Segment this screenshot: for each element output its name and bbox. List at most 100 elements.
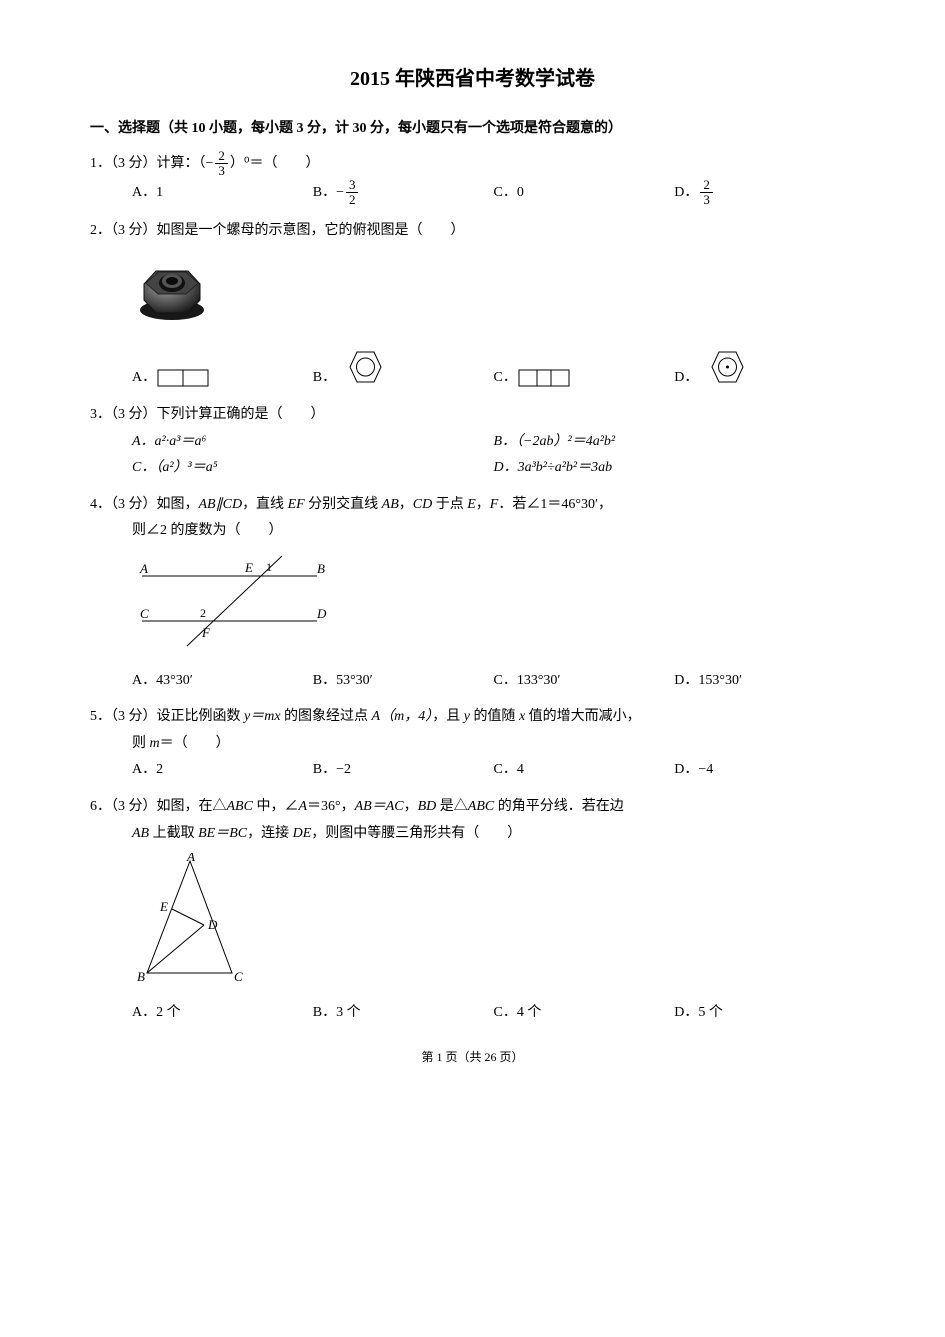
q4-label-E: E	[244, 560, 253, 575]
q6-figure: A B C D E	[132, 853, 855, 994]
q4-s1j: E	[467, 497, 476, 512]
q5-sg: 的值随	[470, 709, 519, 724]
q3-options-row2: C．（a²）³＝a⁵ D．3a³b²÷a²b²＝3ab	[132, 455, 855, 482]
q1-optD-num: 2	[700, 178, 713, 193]
q4-s1g: ，	[399, 497, 413, 512]
q2-optD: D．	[674, 342, 855, 392]
q4-figure: A B C D E F 1 2	[132, 551, 855, 662]
q4-optA: A．43°30′	[132, 668, 313, 695]
q5-optB: B．−2	[313, 757, 494, 784]
q1-optB-frac: 32	[346, 178, 359, 208]
q1-optA: A．1	[132, 180, 313, 207]
q1-optB: B．−32	[313, 178, 494, 208]
question-5: 5．（3 分）设正比例函数 y＝mx 的图象经过点 A（m，4），且 y 的值随…	[90, 704, 855, 784]
q5-se: ，且	[432, 709, 464, 724]
q4-s1d: EF	[288, 497, 305, 512]
q2-options: A． B． C． D．	[132, 342, 855, 392]
q4-label-ang2: 2	[200, 606, 206, 620]
q5-options: A．2 B．−2 C．4 D．−4	[132, 757, 855, 784]
q5-optA: A．2	[132, 757, 313, 784]
q4-s1m: ．若∠1＝46°30′，	[498, 497, 612, 512]
q6-sk: 的角平分线．若在边	[494, 799, 624, 814]
q6-sh: BD	[418, 799, 437, 814]
q6-stem-line2: AB 上截取 BE＝BC，连接 DE，则图中等腰三角形共有（ ）	[132, 821, 855, 848]
q2-optC-icon	[517, 364, 572, 392]
q4-label-F: F	[201, 625, 211, 640]
section-header: 一、选择题（共 10 小题，每小题 3 分，计 30 分，每小题只有一个选项是符…	[90, 116, 855, 143]
q4-optD: D．153°30′	[674, 668, 855, 695]
q6-se: ＝36°，	[307, 799, 355, 814]
q4-s1a: 4．（3 分）如图，	[90, 497, 199, 512]
q2-optC: C．	[494, 364, 675, 392]
q4-optC: C．133°30′	[494, 668, 675, 695]
q1-optB-den: 2	[346, 193, 359, 207]
q6-optD: D．5 个	[674, 1000, 855, 1027]
q2-optB-icon	[336, 342, 391, 392]
q6-options: A．2 个 B．3 个 C．4 个 D．5 个	[132, 1000, 855, 1027]
q5-sc: 的图象经过点	[281, 709, 372, 724]
q6-s2c: BE＝BC	[198, 826, 247, 841]
q1-optD-frac: 23	[700, 178, 713, 208]
q6-label-E: E	[159, 899, 168, 914]
q5-sb: y＝mx	[244, 709, 281, 724]
q5-sa: 5．（3 分）设正比例函数	[90, 709, 244, 724]
q3-optB: B．（−2ab）²＝4a²b²	[494, 429, 856, 456]
q4-label-ang1: 1	[266, 560, 272, 574]
q6-stem: 6．（3 分）如图，在△ABC 中，∠A＝36°，AB＝AC，BD 是△ABC …	[90, 794, 855, 821]
q6-sc: 中，∠	[253, 799, 299, 814]
q3-stem: 3．（3 分）下列计算正确的是（ ）	[90, 402, 855, 429]
q4-s1i: 于点	[432, 497, 467, 512]
q2-optA-icon	[156, 364, 211, 392]
q6-sg: ，	[404, 799, 418, 814]
q5-s2a: 则	[132, 736, 150, 751]
q2-optA: A．	[132, 364, 313, 392]
q2-optC-label: C．	[494, 365, 517, 392]
q1-optC: C．0	[494, 180, 675, 207]
q6-sd: A	[298, 799, 307, 814]
q6-s2a: AB	[132, 826, 149, 841]
question-3: 3．（3 分）下列计算正确的是（ ） A．a²·a³＝a⁶ B．（−2ab）²＝…	[90, 402, 855, 482]
q1-optB-num: 3	[346, 178, 359, 193]
q2-nut-figure	[132, 250, 855, 336]
q4-optB: B．53°30′	[313, 668, 494, 695]
q4-label-D: D	[316, 606, 327, 621]
parallel-lines-icon: A B C D E F 1 2	[132, 551, 332, 651]
page-footer: 第 1 页（共 26 页）	[90, 1046, 855, 1069]
q2-optB: B．	[313, 342, 494, 392]
q5-sd: A（m，4）	[372, 709, 433, 724]
q6-s2b: 上截取	[149, 826, 198, 841]
q1-frac-num: 2	[215, 149, 228, 164]
q4-label-B: B	[317, 561, 325, 576]
q6-s2d: ，连接	[247, 826, 293, 841]
q1-stem: 1．（3 分）计算：（−23）⁰＝（ ）	[90, 149, 855, 179]
q6-sb: ABC	[227, 799, 253, 814]
nut-icon	[132, 250, 212, 325]
q3-options-row1: A．a²·a³＝a⁶ B．（−2ab）²＝4a²b²	[132, 429, 855, 456]
q6-s2e: DE	[293, 826, 312, 841]
q4-s1k: ，	[476, 497, 490, 512]
q5-stem-line2: 则 m＝（ ）	[132, 731, 855, 758]
q1-options: A．1 B．−32 C．0 D．23	[132, 178, 855, 208]
q6-label-A: A	[186, 853, 195, 864]
q6-sf: AB＝AC	[355, 799, 404, 814]
q2-stem: 2．（3 分）如图是一个螺母的示意图，它的俯视图是（ ）	[90, 218, 855, 245]
q5-si: 值的增大而减小，	[525, 709, 641, 724]
q6-optB: B．3 个	[313, 1000, 494, 1027]
q6-sj: ABC	[468, 799, 494, 814]
q4-options: A．43°30′ B．53°30′ C．133°30′ D．153°30′	[132, 668, 855, 695]
q1-frac: 23	[215, 149, 228, 179]
q3-optD: D．3a³b²÷a²b²＝3ab	[494, 455, 856, 482]
q4-s1e: 分别交直线	[305, 497, 382, 512]
q2-optB-label: B．	[313, 365, 336, 392]
q5-s2b: m	[150, 736, 160, 751]
q6-optC: C．4 个	[494, 1000, 675, 1027]
q4-label-A: A	[139, 561, 148, 576]
q6-optA: A．2 个	[132, 1000, 313, 1027]
page-title: 2015 年陕西省中考数学试卷	[90, 60, 855, 98]
q5-optD: D．−4	[674, 757, 855, 784]
question-4: 4．（3 分）如图，AB∥CD，直线 EF 分别交直线 AB，CD 于点 E，F…	[90, 492, 855, 694]
q5-s2c: ＝（ ）	[160, 736, 230, 751]
q2-optA-label: A．	[132, 365, 156, 392]
q1-optD-den: 3	[700, 193, 713, 207]
question-2: 2．（3 分）如图是一个螺母的示意图，它的俯视图是（ ） A．	[90, 218, 855, 392]
